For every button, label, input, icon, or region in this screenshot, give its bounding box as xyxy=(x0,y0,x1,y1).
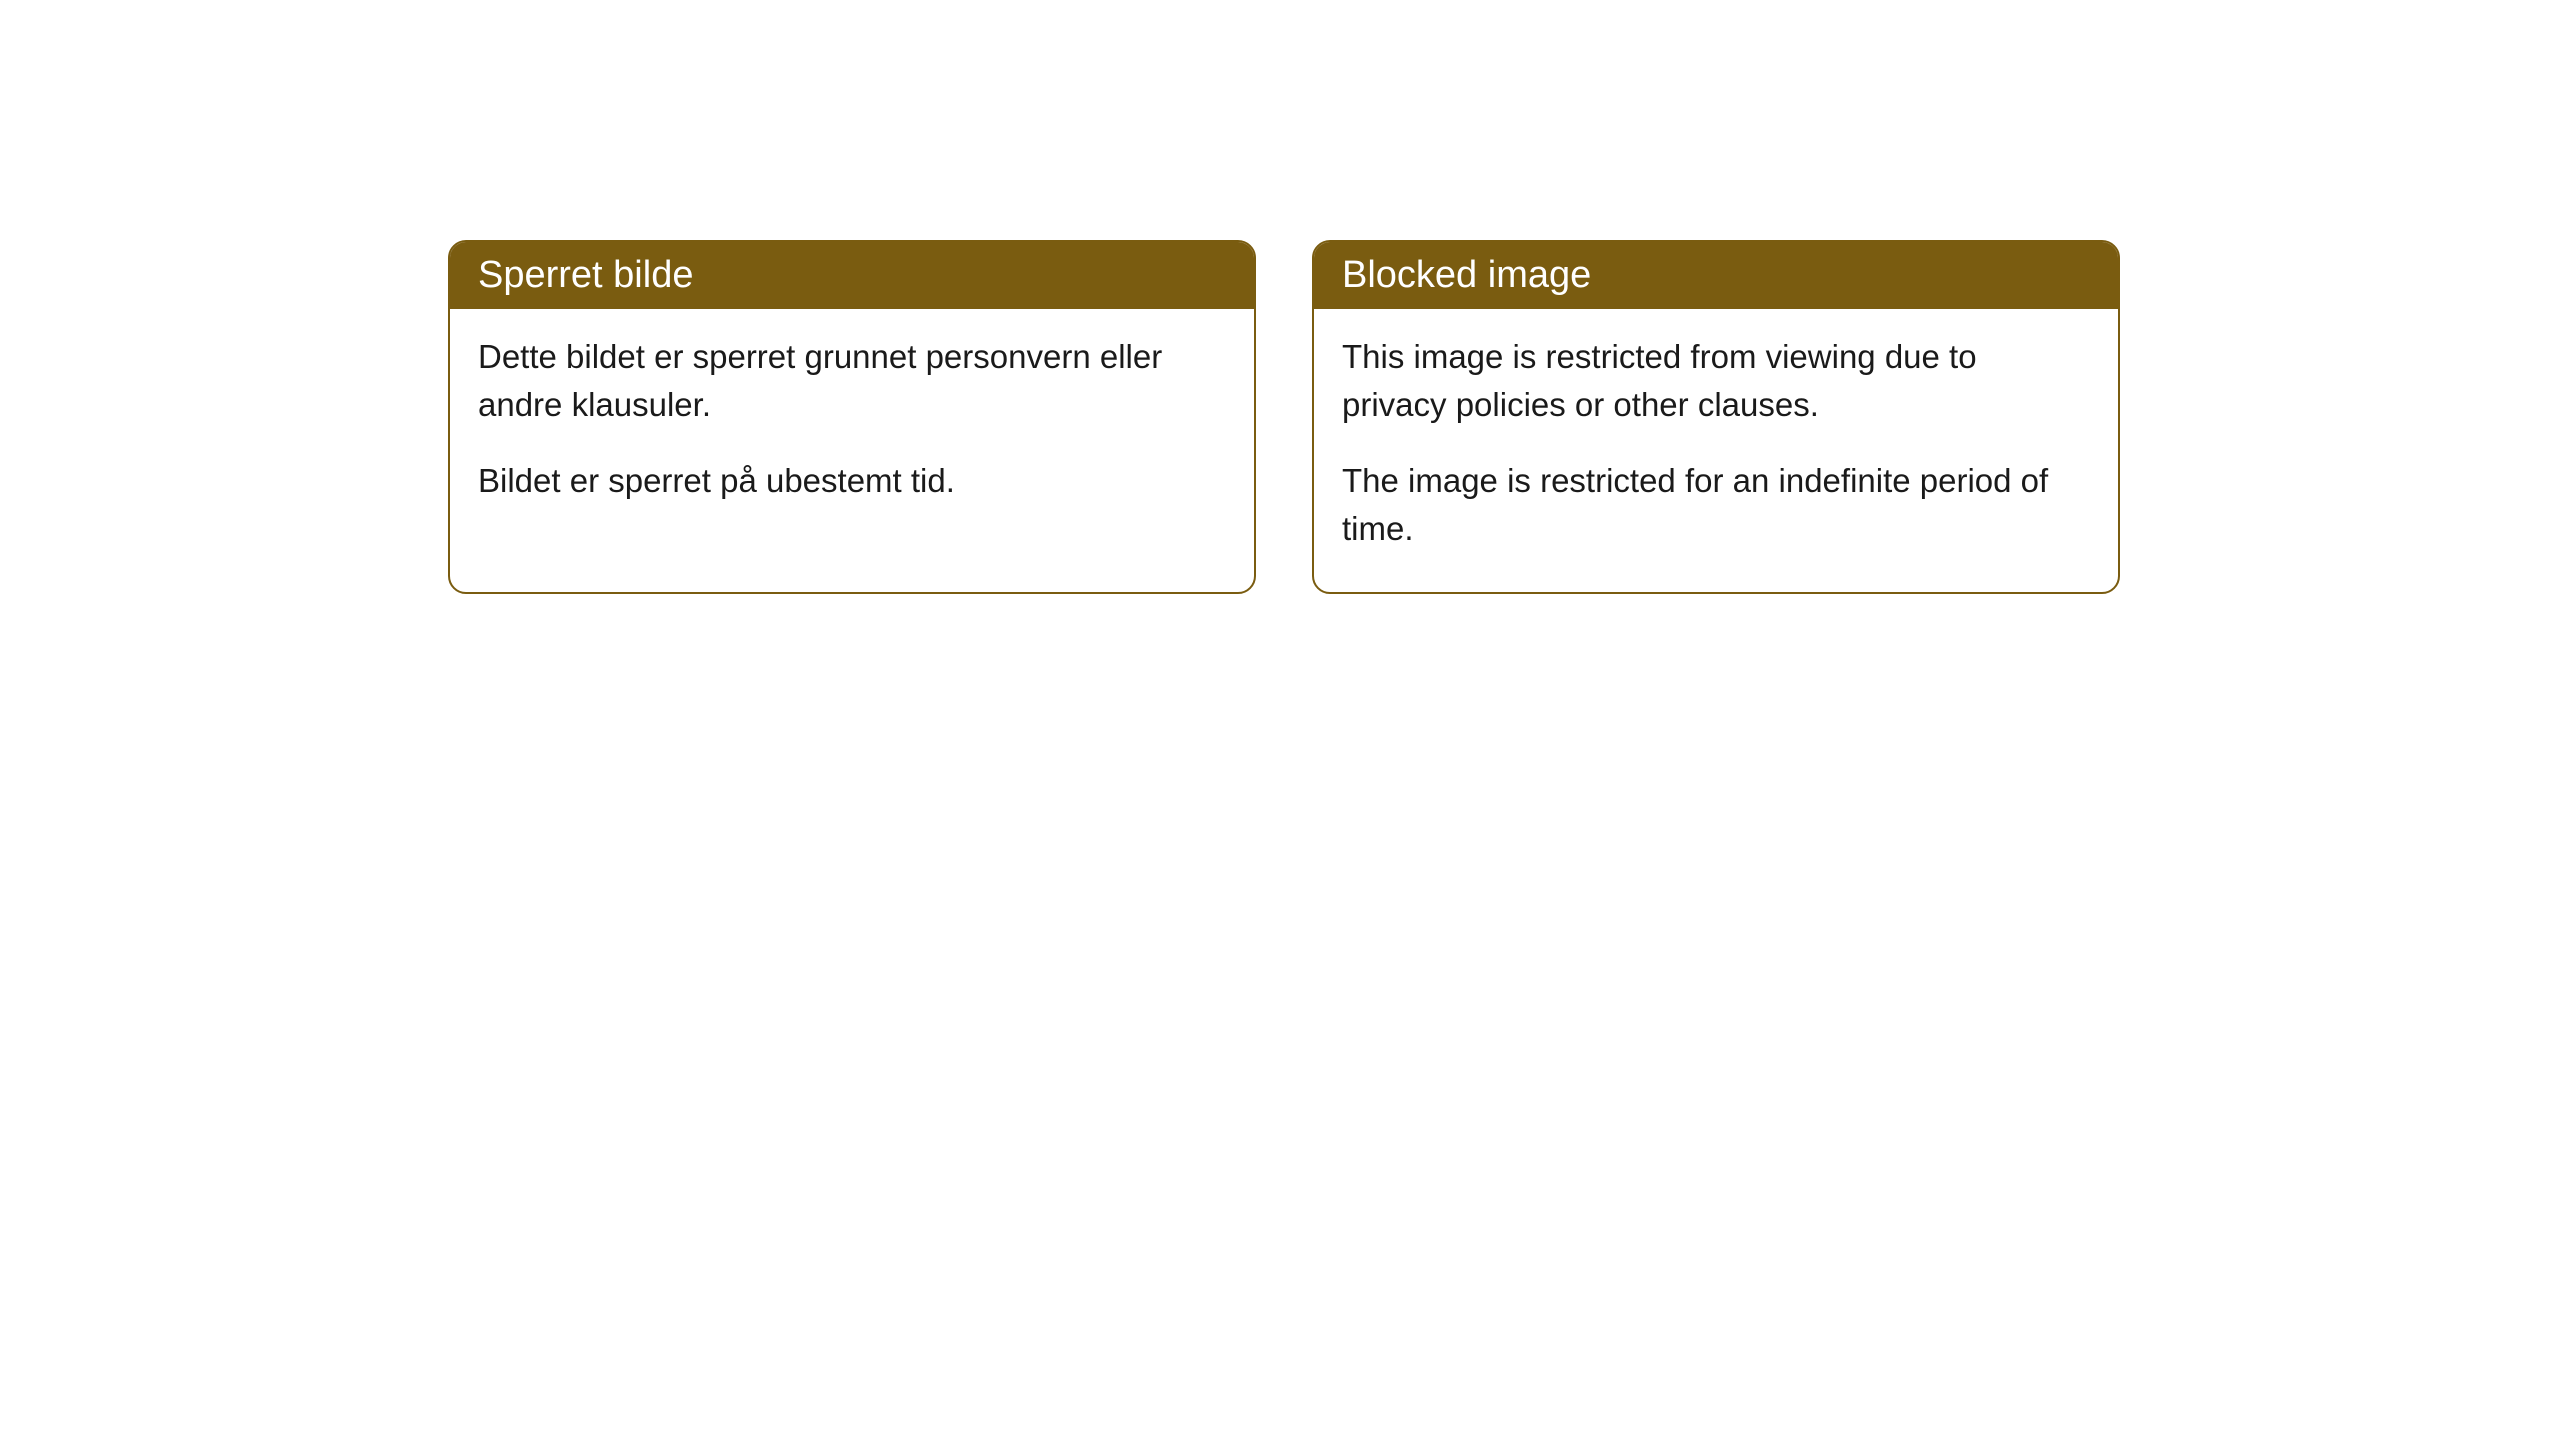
card-title-no: Sperret bilde xyxy=(478,254,693,296)
card-body-no: Dette bildet er sperret grunnet personve… xyxy=(450,309,1254,545)
card-paragraph-en-2: The image is restricted for an indefinit… xyxy=(1342,457,2090,553)
card-header-no: Sperret bilde xyxy=(450,242,1254,309)
card-paragraph-no-2: Bildet er sperret på ubestemt tid. xyxy=(478,457,1226,505)
card-header-en: Blocked image xyxy=(1314,242,2118,309)
card-title-en: Blocked image xyxy=(1342,254,1591,296)
blocked-image-card-en: Blocked image This image is restricted f… xyxy=(1312,240,2120,594)
card-paragraph-en-1: This image is restricted from viewing du… xyxy=(1342,333,2090,429)
card-body-en: This image is restricted from viewing du… xyxy=(1314,309,2118,592)
blocked-image-card-no: Sperret bilde Dette bildet er sperret gr… xyxy=(448,240,1256,594)
card-paragraph-no-1: Dette bildet er sperret grunnet personve… xyxy=(478,333,1226,429)
notice-cards-container: Sperret bilde Dette bildet er sperret gr… xyxy=(448,240,2120,594)
